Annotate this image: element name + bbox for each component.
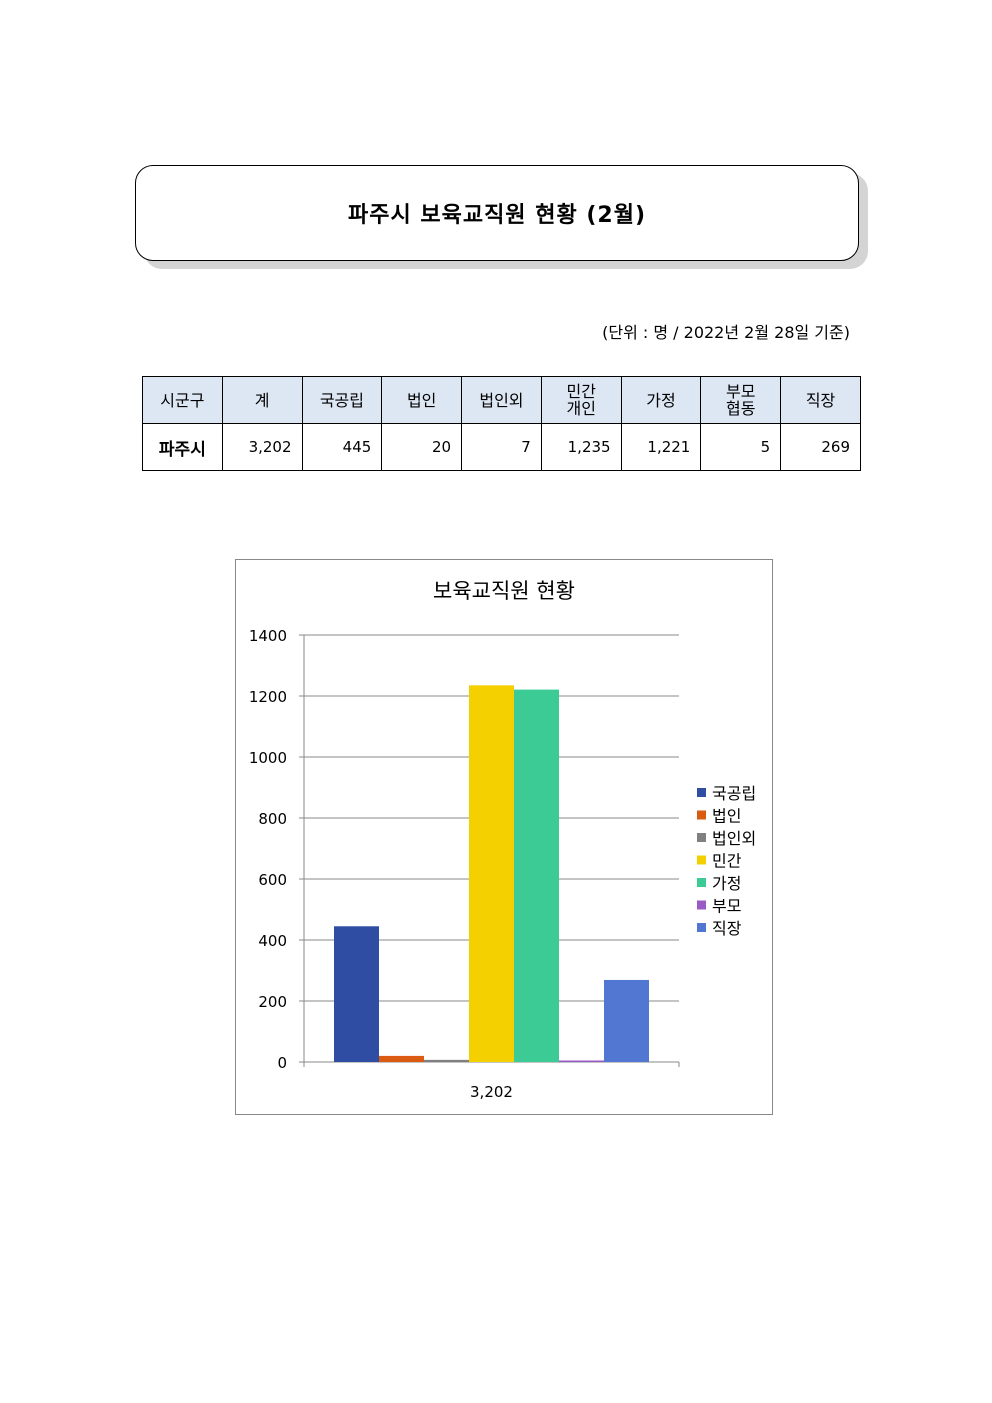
bar-민간 bbox=[469, 685, 514, 1062]
legend-swatch bbox=[697, 788, 706, 797]
legend-swatch bbox=[697, 900, 706, 910]
legend-label: 법인 bbox=[712, 807, 741, 826]
column-header-label: 개인 bbox=[566, 399, 596, 418]
y-tick-label: 1200 bbox=[249, 688, 287, 706]
column-header-label: 법인 bbox=[406, 390, 437, 410]
column-header: 시군구 bbox=[142, 376, 223, 424]
staff-table: 시군구 계 국공립 법인 법인외 민간 개인 가정 부모 협동 직장 파주시 3,202 445 20 7… bbox=[142, 376, 861, 471]
region-cell: 파주시 bbox=[142, 423, 223, 471]
y-tick-label: 600 bbox=[258, 871, 287, 889]
column-header: 가정 bbox=[620, 376, 702, 424]
title-box: 파주시 보육교직원 현황 (2월) bbox=[135, 165, 859, 261]
column-header-label: 시군구 bbox=[160, 390, 205, 410]
y-tick-label: 1400 bbox=[249, 627, 287, 645]
chart-title: 보육교직원 현황 bbox=[433, 579, 575, 603]
column-header: 법인외 bbox=[461, 376, 542, 424]
bar-직장 bbox=[604, 979, 649, 1062]
column-header-label: 계 bbox=[254, 390, 270, 410]
bar-가정 bbox=[514, 689, 559, 1062]
legend-label: 직장 bbox=[712, 919, 742, 938]
y-tick-label: 1000 bbox=[249, 749, 287, 767]
y-tick-label: 800 bbox=[258, 810, 287, 828]
legend-label: 법인외 bbox=[712, 829, 756, 848]
table-header-row: 시군구 계 국공립 법인 법인외 민간 개인 가정 부모 협동 직장 bbox=[142, 376, 861, 424]
y-tick-label: 0 bbox=[277, 1054, 287, 1072]
value-cell: 3,202 bbox=[221, 423, 303, 471]
bar-부모 bbox=[559, 1060, 604, 1062]
legend-label: 민간 bbox=[712, 852, 742, 871]
document-title: 파주시 보육교직원 현황 (2월) bbox=[347, 203, 647, 228]
column-header-label: 국공립 bbox=[319, 390, 364, 410]
y-tick-label: 400 bbox=[258, 932, 287, 950]
column-header-label: 법인외 bbox=[479, 390, 524, 410]
value-cell: 7 bbox=[461, 423, 542, 471]
legend-swatch bbox=[697, 855, 706, 865]
bar-chart: 보육교직원 현황 0 200 400 600 800 1000 1200 1400 3,202 국공… bbox=[249, 579, 756, 1101]
legend-swatch bbox=[697, 923, 706, 932]
column-header: 민간 개인 bbox=[540, 376, 622, 424]
value-cell: 5 bbox=[700, 423, 782, 471]
column-header-label: 직장 bbox=[805, 390, 836, 410]
column-header: 부모 협동 bbox=[700, 376, 782, 424]
column-header-label: 민간 bbox=[566, 382, 596, 401]
y-tick-label: 200 bbox=[258, 993, 287, 1011]
value-cell: 269 bbox=[780, 423, 861, 471]
column-header-label: 부모 bbox=[726, 382, 756, 401]
column-header: 국공립 bbox=[301, 376, 383, 424]
bar-국공립 bbox=[334, 926, 379, 1062]
legend-swatch bbox=[697, 833, 706, 842]
column-header: 법인 bbox=[381, 376, 463, 424]
column-header-label: 가정 bbox=[646, 390, 676, 410]
bar-법인 bbox=[379, 1055, 424, 1062]
value-cell: 445 bbox=[301, 423, 383, 471]
legend-swatch bbox=[697, 878, 706, 887]
bar-법인외 bbox=[424, 1059, 469, 1062]
column-header: 직장 bbox=[780, 376, 861, 424]
unit-note: (단위 : 명 / 2022년 2월 28일 기준) bbox=[602, 323, 850, 342]
column-header-label: 협동 bbox=[726, 399, 756, 418]
legend-label: 가정 bbox=[712, 874, 741, 893]
chart-frame: 보육교직원 현황 0 200 400 600 800 1000 1200 1400 3,202 국공… bbox=[235, 559, 773, 1115]
legend-label: 부모 bbox=[712, 897, 741, 916]
value-cell: 1,235 bbox=[540, 423, 622, 471]
value-cell: 20 bbox=[381, 423, 463, 471]
table-row: 파주시 3,202 445 20 7 1,235 1,221 5 269 bbox=[142, 423, 861, 471]
column-header: 계 bbox=[221, 376, 303, 424]
legend-label: 국공립 bbox=[712, 784, 756, 803]
x-tick-label: 3,202 bbox=[470, 1083, 513, 1101]
value-cell: 1,221 bbox=[620, 423, 702, 471]
legend-swatch bbox=[697, 810, 706, 820]
